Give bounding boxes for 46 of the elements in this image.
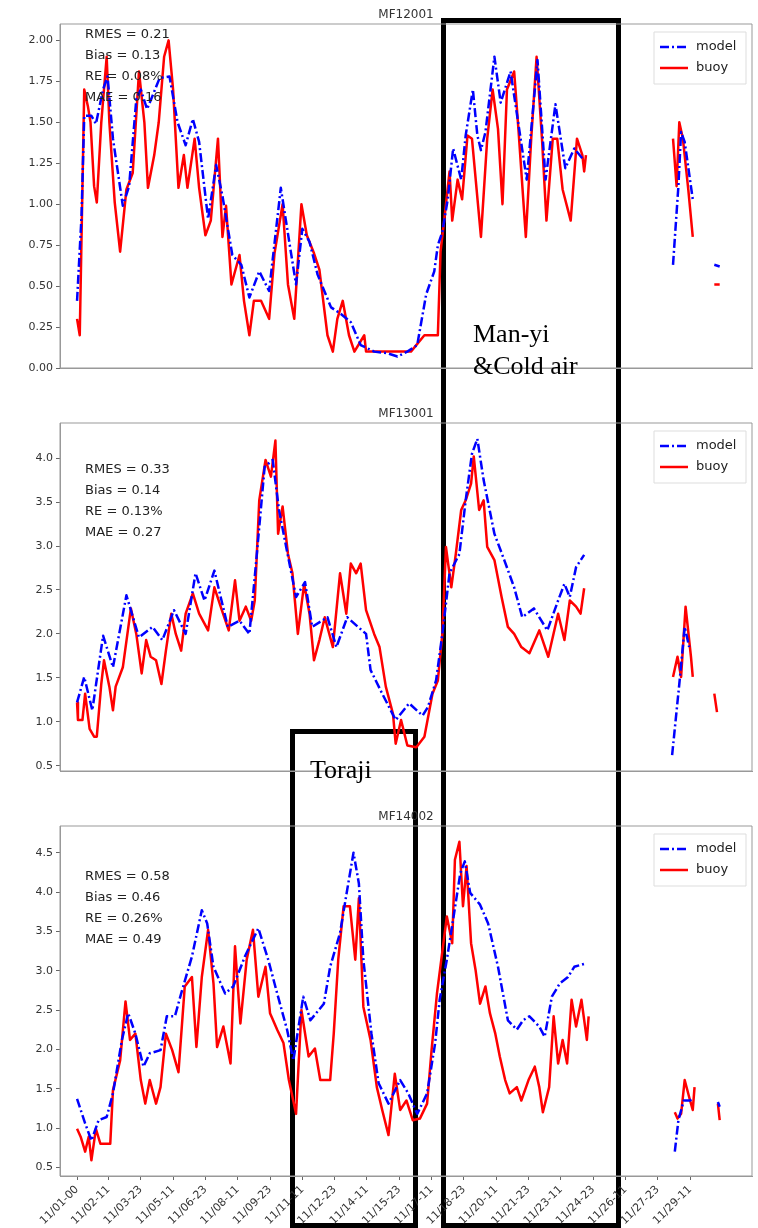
y-tick-label: 2.5 bbox=[35, 582, 53, 596]
y-tick-label: 0.5 bbox=[35, 1160, 53, 1174]
y-tick-label: 0.00 bbox=[28, 360, 53, 374]
legend-label: buoy bbox=[696, 59, 729, 75]
y-tick-label: 2.00 bbox=[28, 33, 53, 47]
annotation: RMES = 0.33 bbox=[85, 460, 170, 476]
y-tick-label: 2.0 bbox=[35, 1042, 53, 1056]
y-tick-label: 0.25 bbox=[28, 319, 53, 333]
chart-title: MF13001 bbox=[378, 406, 434, 421]
y-tick-label: 4.5 bbox=[35, 845, 53, 859]
y-tick-label: 1.00 bbox=[28, 197, 53, 211]
annotation: RMES = 0.58 bbox=[85, 867, 170, 883]
y-tick-label: 1.25 bbox=[28, 156, 53, 170]
y-tick-label: 2.0 bbox=[35, 626, 53, 640]
annotation: RMES = 0.21 bbox=[85, 25, 170, 41]
y-tick-label: 3.5 bbox=[35, 924, 53, 938]
legend-label: buoy bbox=[696, 458, 729, 474]
y-tick-label: 4.0 bbox=[35, 884, 53, 898]
annotation: Bias = 0.13 bbox=[85, 46, 161, 62]
annotation: Bias = 0.46 bbox=[85, 888, 161, 904]
annotation: RE = 0.26% bbox=[85, 909, 163, 925]
y-tick-label: 1.0 bbox=[35, 714, 53, 728]
annotation: Toraji bbox=[310, 754, 372, 784]
y-tick-label: 3.0 bbox=[35, 538, 53, 552]
y-tick-label: 2.5 bbox=[35, 1002, 53, 1016]
annotation: Bias = 0.14 bbox=[85, 481, 161, 497]
chart-title: MF12001 bbox=[378, 7, 434, 22]
y-tick-label: 4.0 bbox=[35, 451, 53, 465]
legend-label: model bbox=[696, 38, 737, 54]
y-tick-label: 0.75 bbox=[28, 238, 53, 251]
y-tick-label: 1.50 bbox=[28, 115, 53, 129]
y-tick-label: 1.75 bbox=[28, 74, 53, 88]
y-tick-label: 1.0 bbox=[35, 1120, 53, 1134]
annotation: Man-yi &Cold air bbox=[473, 318, 579, 380]
y-tick-label: 1.5 bbox=[35, 1081, 53, 1095]
y-tick-label: 0.5 bbox=[35, 758, 53, 772]
y-tick-label: 1.5 bbox=[35, 670, 53, 684]
y-tick-label: 3.5 bbox=[35, 494, 53, 508]
legend-label: model bbox=[696, 840, 737, 856]
legend-label: buoy bbox=[696, 861, 729, 877]
legend-label: model bbox=[696, 437, 737, 453]
annotation: MAE = 0.27 bbox=[85, 523, 162, 539]
y-tick-label: 0.50 bbox=[28, 278, 53, 292]
annotation: MAE = 0.49 bbox=[85, 930, 162, 946]
y-tick-label: 3.0 bbox=[35, 963, 53, 977]
annotation: RE = 0.13% bbox=[85, 502, 163, 518]
